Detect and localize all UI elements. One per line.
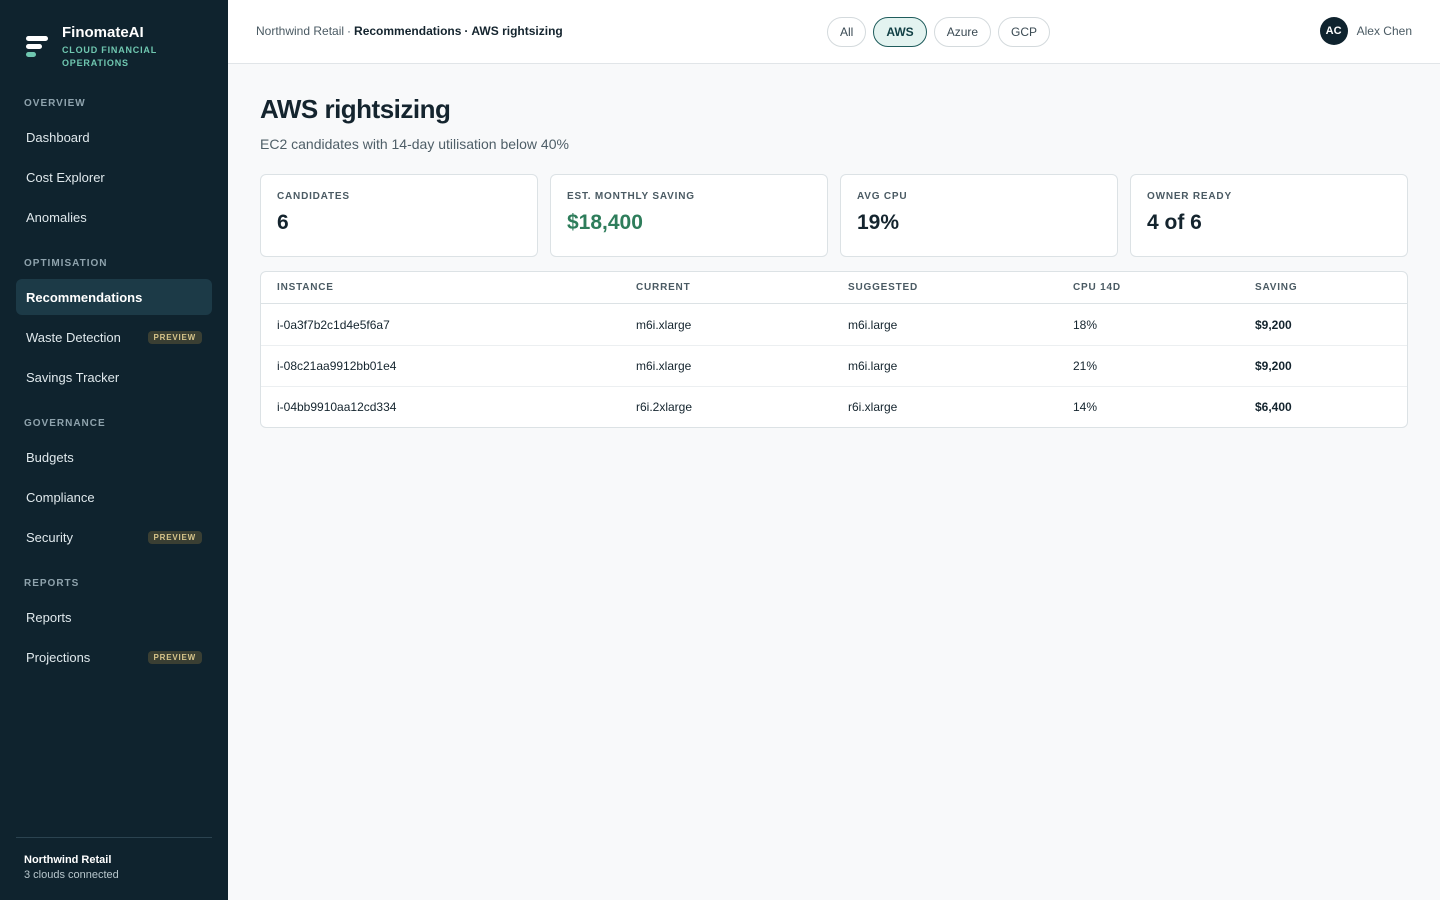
topbar: Northwind Retail · Recommendations · AWS rig… (228, 0, 1440, 64)
stat-value: 19% (857, 211, 900, 234)
nav-label: Security (26, 529, 73, 545)
stat-label: EST. MONTHLY SAVING (567, 191, 695, 202)
table-header: INSTANCE CURRENT SUGGESTED CPU 14D SAVING (261, 272, 1407, 304)
nav-item[interactable]: Recommendations (16, 279, 212, 315)
table-row[interactable]: i-08c21aa9912bb01e4 m6i.xlarge m6i.large 21… (261, 345, 1407, 386)
page-subtitle: EC2 candidates with 14-day utilisation b… (260, 136, 569, 152)
table-cell: 18% (1073, 317, 1098, 332)
stat-card: AVG CPU 19% (840, 174, 1118, 257)
nav-label: Projections (26, 649, 91, 665)
nav-label: Dashboard (26, 129, 90, 145)
filter-pill[interactable]: GCP (998, 17, 1051, 47)
filter-pill[interactable]: Azure (933, 17, 992, 47)
nav-item[interactable]: Budgets (16, 437, 212, 477)
filter-pill[interactable]: AWS (873, 17, 927, 47)
table-cell: i-0a3f7b2c1d4e5f6a7 (277, 317, 390, 332)
nav-item[interactable]: Dashboard (16, 117, 212, 157)
nav-item[interactable]: Reports (16, 597, 212, 637)
nav-label: Compliance (26, 489, 95, 505)
stats: CANDIDATES 6 EST. MONTHLY SAVING $18,400 AVG… (260, 174, 1408, 257)
stat-value: $18,400 (567, 211, 643, 234)
nav: OVERVIEW Dashboard Cost Explorer Anomalies O… (16, 96, 212, 736)
nav-label: Budgets (26, 449, 74, 465)
nav-section: REPORTS Reports Projections PREVIEW (16, 576, 212, 736)
nav-item[interactable]: Projections PREVIEW (16, 637, 212, 677)
stat-card: CANDIDATES 6 (260, 174, 538, 257)
stat-card: EST. MONTHLY SAVING $18,400 (550, 174, 828, 257)
column-header: SAVING (1255, 282, 1298, 293)
stat-label: CANDIDATES (277, 191, 350, 202)
nav-label: Waste Detection (26, 329, 121, 345)
nav-item[interactable]: Waste Detection PREVIEW (16, 317, 212, 357)
nav-section-title: OPTIMISATION (24, 258, 108, 269)
org-name: Northwind Retail (24, 854, 112, 866)
filter-pill[interactable]: All (827, 17, 867, 47)
table-cell: $9,200 (1255, 317, 1292, 332)
column-header: INSTANCE (277, 282, 334, 293)
logo (26, 36, 48, 57)
table-cell: i-08c21aa9912bb01e4 (277, 359, 397, 373)
content: AWS rightsizing EC2 candidates with 14-d… (260, 94, 1408, 428)
cloud-filters: All AWS Azure GCP (827, 17, 1051, 47)
table-cell: 14% (1073, 400, 1098, 414)
stat-value: 6 (277, 211, 289, 234)
table-cell: r6i.xlarge (848, 400, 898, 414)
org-status: 3 clouds connected (24, 869, 119, 881)
breadcrumb: Northwind Retail · Recommendations · AWS rig… (256, 24, 563, 38)
stat-label: OWNER READY (1147, 191, 1232, 202)
sidebar: FinomateAI CLOUD FINANCIAL OPERATIONS OV… (0, 0, 228, 900)
nav-section: OVERVIEW Dashboard Cost Explorer Anomalies (16, 96, 212, 256)
nav-badge: PREVIEW (147, 530, 202, 544)
table-cell: $6,400 (1255, 400, 1292, 414)
column-header: CURRENT (636, 282, 691, 293)
table-cell: i-04bb9910aa12cd334 (277, 400, 397, 414)
table-cell: m6i.large (848, 359, 898, 373)
nav-item[interactable]: Security PREVIEW (16, 517, 212, 557)
nav-item[interactable]: Compliance (16, 477, 212, 517)
brand-name: FinomateAI (62, 24, 144, 41)
table-cell: r6i.2xlarge (636, 400, 693, 414)
stat-value: 4 of 6 (1147, 211, 1202, 234)
nav-badge: PREVIEW (147, 650, 202, 664)
stat-label: AVG CPU (857, 191, 908, 202)
avatar: AC (1319, 17, 1348, 45)
nav-label: Cost Explorer (26, 169, 105, 185)
table: INSTANCE CURRENT SUGGESTED CPU 14D SAVING i-0… (260, 271, 1408, 428)
user-name: Alex Chen (1356, 24, 1412, 38)
stat-card: OWNER READY 4 of 6 (1130, 174, 1408, 257)
crumb: AWS rightsizing (471, 24, 563, 38)
nav-section-title: OVERVIEW (24, 98, 86, 109)
table-cell: m6i.xlarge (636, 317, 692, 332)
crumb-separator: · (347, 24, 352, 38)
nav-section-title: GOVERNANCE (24, 418, 106, 429)
nav-label: Reports (26, 609, 72, 625)
table-row[interactable]: i-04bb9910aa12cd334 r6i.2xlarge r6i.xlarge… (261, 386, 1407, 427)
brand-tagline: CLOUD FINANCIAL OPERATIONS (62, 45, 157, 68)
nav-item[interactable]: Anomalies (16, 197, 212, 237)
table-cell: $9,200 (1255, 359, 1292, 373)
nav-badge: PREVIEW (147, 330, 202, 344)
page-title: AWS rightsizing (260, 94, 451, 124)
nav-section: OPTIMISATION Recommendations Waste Detecti… (16, 256, 212, 416)
crumb-separator: · (464, 24, 469, 38)
nav-label: Recommendations (26, 289, 143, 305)
nav-section-title: REPORTS (24, 578, 80, 589)
table-cell: m6i.xlarge (636, 359, 692, 373)
column-header: CPU 14D (1073, 282, 1121, 293)
sidebar-footer: Northwind Retail 3 clouds connected (16, 837, 212, 898)
nav-label: Anomalies (26, 209, 87, 225)
crumb[interactable]: Northwind Retail (256, 24, 345, 38)
table-cell: 21% (1073, 359, 1098, 373)
table-cell: m6i.large (848, 317, 898, 332)
column-header: SUGGESTED (848, 282, 918, 293)
user[interactable]: AC Alex Chen (1319, 17, 1412, 45)
nav-item[interactable]: Cost Explorer (16, 157, 212, 197)
nav-item[interactable]: Savings Tracker (16, 357, 212, 397)
crumb[interactable]: Recommendations (354, 24, 462, 38)
nav-label: Savings Tracker (26, 369, 120, 385)
table-row[interactable]: i-0a3f7b2c1d4e5f6a7 m6i.xlarge m6i.large 18… (261, 304, 1407, 345)
nav-section: GOVERNANCE Budgets Compliance Security PREVI… (16, 416, 212, 576)
